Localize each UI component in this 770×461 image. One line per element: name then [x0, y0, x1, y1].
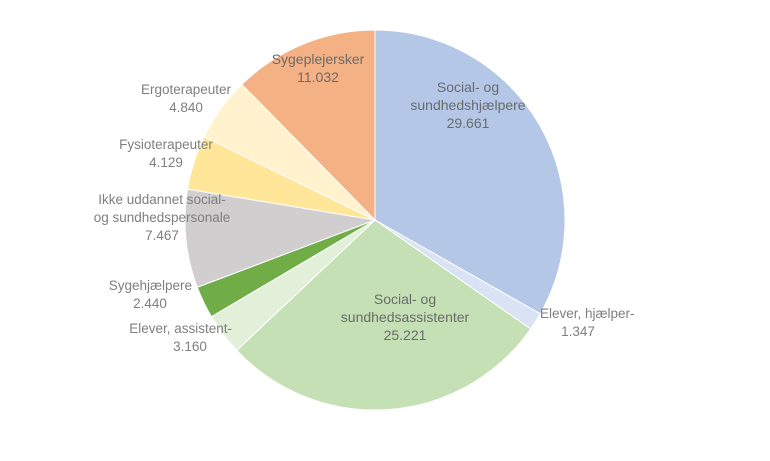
slice-label-4: Sygehjælpere 2.440	[109, 278, 192, 311]
slice-value-label: 4.840	[169, 100, 203, 115]
slice-value-label: 29.661	[447, 115, 490, 131]
slice-name-label: Ikke uddannet social-	[98, 192, 226, 207]
slice-value-label: 4.129	[149, 155, 183, 170]
slice-label-7: Ergoterapeuter 4.840	[141, 82, 232, 115]
slice-name-label: Social- og	[437, 79, 499, 95]
slice-label-5: Ikke uddannet social-og sundhedspersonal…	[94, 192, 231, 243]
slice-name-label: sundhedshjælpere	[410, 97, 525, 113]
slice-label-2: Social- og sundhedsassistenter 25.221	[341, 291, 470, 343]
slice-label-8: Sygeplejersker 11.032	[272, 51, 365, 85]
slice-name-label: Sygeplejersker	[272, 51, 365, 67]
pie-slice-5	[184, 188, 377, 288]
slice-label-1: Elever, hjælper- 1.347	[540, 306, 635, 339]
slice-value-label: 25.221	[384, 327, 427, 343]
slice-value-label: 11.032	[297, 69, 339, 85]
pie-slices	[184, 29, 566, 411]
slice-label-3: Elever, assistent- 3.160	[129, 321, 232, 354]
slice-name-label: Elever, assistent-	[129, 321, 232, 336]
pie-slice-0	[374, 29, 566, 315]
slice-name-label: Ergoterapeuter	[141, 82, 232, 97]
pie-slice-2	[236, 219, 532, 411]
slice-name-label: Elever, hjælper-	[540, 306, 635, 321]
slice-value-label: 3.160	[173, 339, 207, 354]
slice-label-6: Fysioterapeuter 4.129	[119, 137, 213, 170]
slice-name-label: Fysioterapeuter	[119, 137, 213, 152]
slice-value-label: 2.440	[133, 296, 167, 311]
pie-slice-8	[241, 29, 376, 222]
slice-name-label: Social- og	[374, 291, 436, 307]
slice-name-label: og sundhedspersonale	[94, 210, 231, 225]
slice-name-label: sundhedsassistenter	[341, 309, 470, 325]
slice-value-label: 1.347	[561, 324, 595, 339]
pie-labels: Social- og sundhedshjælpere 29.661 Elever, …	[94, 51, 635, 354]
slice-name-label: Sygehjælpere	[109, 278, 192, 293]
slice-label-0: Social- og sundhedshjælpere 29.661	[410, 79, 525, 131]
slice-value-label: 7.467	[145, 228, 179, 243]
